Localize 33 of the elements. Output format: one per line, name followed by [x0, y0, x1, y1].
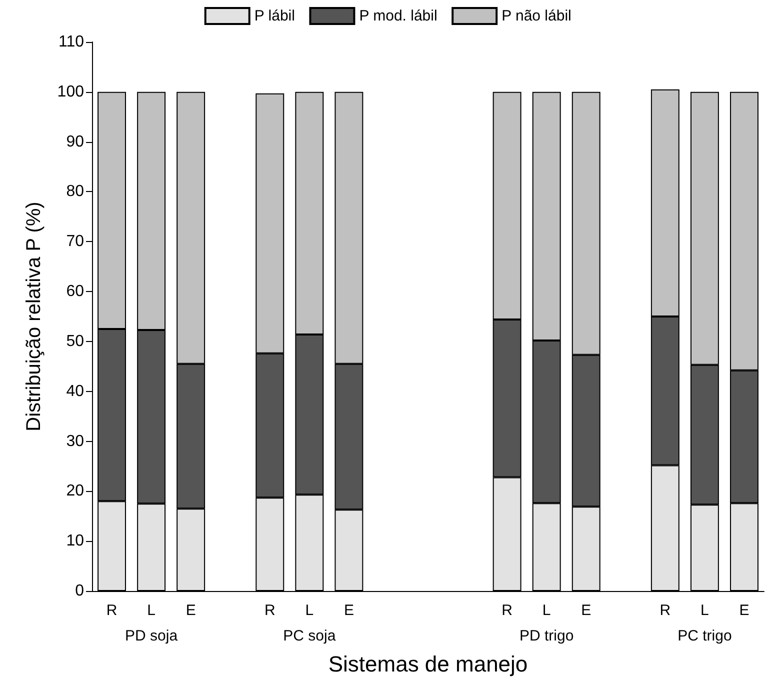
y-tick-label: 70 — [66, 233, 84, 250]
y-tick-label: 40 — [66, 382, 84, 400]
x-tick-label: R — [660, 602, 671, 619]
x-tick-label: E — [581, 602, 592, 619]
x-tick-label: E — [739, 602, 750, 619]
y-tick-label: 110 — [58, 34, 84, 50]
y-tick-label: 20 — [66, 482, 84, 500]
x-tick-label: E — [344, 602, 354, 619]
text: PD soja — [125, 628, 178, 644]
x-tick-label: L — [305, 602, 314, 619]
y-tick-label: 100 — [57, 83, 84, 100]
x-tick-label: E — [186, 602, 196, 619]
y-tick-label: 80 — [66, 183, 84, 200]
legend-label: P não lábil — [502, 8, 572, 24]
text: PC soja — [283, 628, 336, 644]
y-tick-label: 50 — [66, 332, 84, 350]
y-tick-label: 90 — [66, 133, 84, 150]
y-axis-title: Distribuição relativa P (%) — [23, 202, 45, 432]
y-tick-label: 10 — [66, 532, 84, 550]
y-tick-label: 30 — [66, 432, 84, 450]
x-tick-label: L — [700, 602, 709, 619]
x-tick-label: L — [542, 602, 551, 619]
legend-label: P mod. lábil — [359, 8, 438, 24]
x-axis-title: Sistemas de manejo — [328, 652, 528, 676]
x-tick-label: R — [502, 602, 513, 619]
y-tick-label: 60 — [66, 283, 84, 300]
y-tick-label: 0 — [75, 582, 84, 600]
text: PC trigo — [678, 628, 732, 644]
x-tick-label: L — [147, 602, 156, 619]
x-tick-label: R — [106, 602, 118, 619]
x-tick-label: R — [264, 602, 276, 619]
legend-label: P lábil — [254, 8, 295, 24]
text: PD trigo — [519, 628, 574, 644]
